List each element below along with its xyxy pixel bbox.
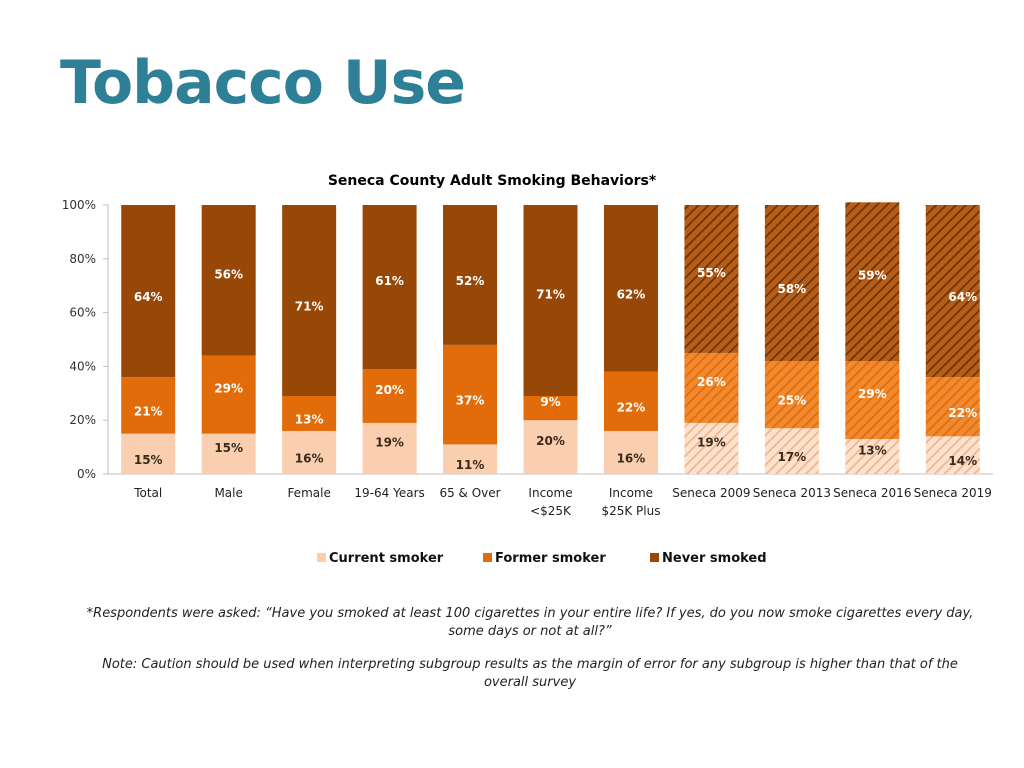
bar-segment-former-smoker	[201, 355, 256, 434]
bar-segment-current-smoker	[282, 430, 337, 474]
data-label: 22%	[617, 400, 646, 414]
x-tick-label: 19-64 Years	[354, 486, 424, 500]
data-label: 62%	[617, 287, 646, 301]
data-label: 61%	[375, 274, 404, 288]
bar-segment-never-smoked	[362, 205, 417, 370]
y-tick-label: 40%	[69, 359, 96, 373]
footnote-caution: Note: Caution should be used when interp…	[102, 657, 958, 690]
legend-label: Current smoker	[329, 551, 444, 566]
bar-segment-current-smoker	[121, 433, 176, 474]
data-label: 64%	[948, 290, 977, 304]
bar-segment-former-smoker	[684, 352, 739, 423]
x-tick-label: Total	[133, 486, 162, 500]
legend-label: Never smoked	[662, 551, 767, 566]
data-label: 20%	[536, 434, 565, 448]
x-tick-label: Seneca 2016	[833, 486, 911, 500]
data-label: 13%	[295, 412, 324, 426]
data-label: 19%	[697, 435, 726, 449]
bar-segment-never-smoked	[523, 205, 578, 396]
bar-segment-current-smoker	[362, 422, 417, 474]
x-tick-label: Income	[528, 486, 572, 500]
bar-segment-never-smoked	[684, 205, 739, 353]
data-label: 16%	[617, 451, 646, 465]
data-label: 58%	[777, 282, 806, 296]
data-label: 29%	[858, 387, 887, 401]
bar-segment-former-smoker	[523, 395, 578, 421]
data-label: 19%	[375, 435, 404, 449]
bar-segment-never-smoked	[603, 205, 658, 372]
bar-segment-never-smoked	[764, 205, 819, 362]
data-label: 52%	[456, 274, 485, 288]
bar-segment-former-smoker	[282, 395, 337, 431]
bar-segment-current-smoker	[201, 433, 256, 474]
page-title: Tobacco Use	[60, 48, 466, 118]
bar-segment-former-smoker	[603, 371, 658, 431]
data-label: 9%	[540, 395, 560, 409]
bar-segment-former-smoker	[362, 369, 417, 423]
bar-segment-former-smoker	[764, 361, 819, 429]
legend-label: Former smoker	[495, 551, 606, 566]
data-label: 71%	[536, 287, 565, 301]
y-tick-label: 80%	[69, 252, 96, 266]
legend-swatch	[650, 553, 659, 562]
x-tick-label: <$25K	[530, 504, 572, 518]
x-tick-label: $25K Plus	[601, 504, 660, 518]
bar-segment-current-smoker	[443, 444, 498, 474]
data-label: 21%	[134, 404, 163, 418]
y-tick-label: 100%	[62, 198, 96, 212]
bar-segment-former-smoker	[925, 377, 980, 437]
x-tick-label: Seneca 2009	[672, 486, 750, 500]
data-label: 20%	[375, 383, 404, 397]
bar-segment-never-smoked	[443, 205, 498, 345]
data-label: 17%	[777, 450, 806, 464]
data-label: 59%	[858, 269, 887, 283]
data-label: 37%	[456, 394, 485, 408]
x-tick-label: 65 & Over	[439, 486, 500, 500]
bar-segment-current-smoker	[845, 439, 900, 474]
x-tick-label: Seneca 2019	[914, 486, 992, 500]
bar-segment-former-smoker	[845, 361, 900, 440]
x-tick-label: Income	[609, 486, 653, 500]
bar-segment-current-smoker	[603, 430, 658, 474]
data-label: 26%	[697, 375, 726, 389]
bar-segment-never-smoked	[845, 202, 900, 362]
legend-swatch	[317, 553, 326, 562]
y-tick-label: 20%	[69, 413, 96, 427]
data-label: 15%	[214, 441, 243, 455]
bar-segment-current-smoker	[764, 428, 819, 474]
x-tick-label: Female	[287, 486, 330, 500]
footnote-question: *Respondents were asked: “Have you smoke…	[86, 606, 974, 639]
data-label: 56%	[214, 267, 243, 281]
x-tick-label: Male	[214, 486, 242, 500]
data-label: 25%	[777, 394, 806, 408]
bar-segment-never-smoked	[282, 205, 337, 396]
bar-segment-never-smoked	[201, 205, 256, 356]
x-tick-label: Seneca 2013	[753, 486, 831, 500]
bar-segment-current-smoker	[684, 422, 739, 474]
legend-swatch	[483, 553, 492, 562]
data-label: 64%	[134, 290, 163, 304]
bar-segment-former-smoker	[121, 377, 176, 434]
bar-segment-never-smoked	[121, 205, 176, 378]
data-label: 13%	[858, 444, 887, 458]
smoking-behaviors-chart: Seneca County Adult Smoking Behaviors* 0…	[62, 173, 993, 566]
bar-segment-current-smoker	[925, 436, 980, 474]
y-tick-label: 60%	[69, 306, 96, 320]
data-label: 11%	[456, 458, 485, 472]
data-label: 16%	[295, 451, 324, 465]
data-label: 29%	[214, 382, 243, 396]
data-label: 71%	[295, 299, 324, 313]
data-label: 22%	[948, 406, 977, 420]
data-label: 15%	[134, 453, 163, 467]
y-tick-label: 0%	[77, 467, 96, 481]
bar-segment-current-smoker	[523, 420, 578, 474]
bar-segment-never-smoked	[925, 205, 980, 378]
data-label: 55%	[697, 266, 726, 280]
bar-segment-former-smoker	[443, 344, 498, 445]
chart-title: Seneca County Adult Smoking Behaviors*	[328, 173, 657, 189]
data-label: 14%	[948, 454, 977, 468]
